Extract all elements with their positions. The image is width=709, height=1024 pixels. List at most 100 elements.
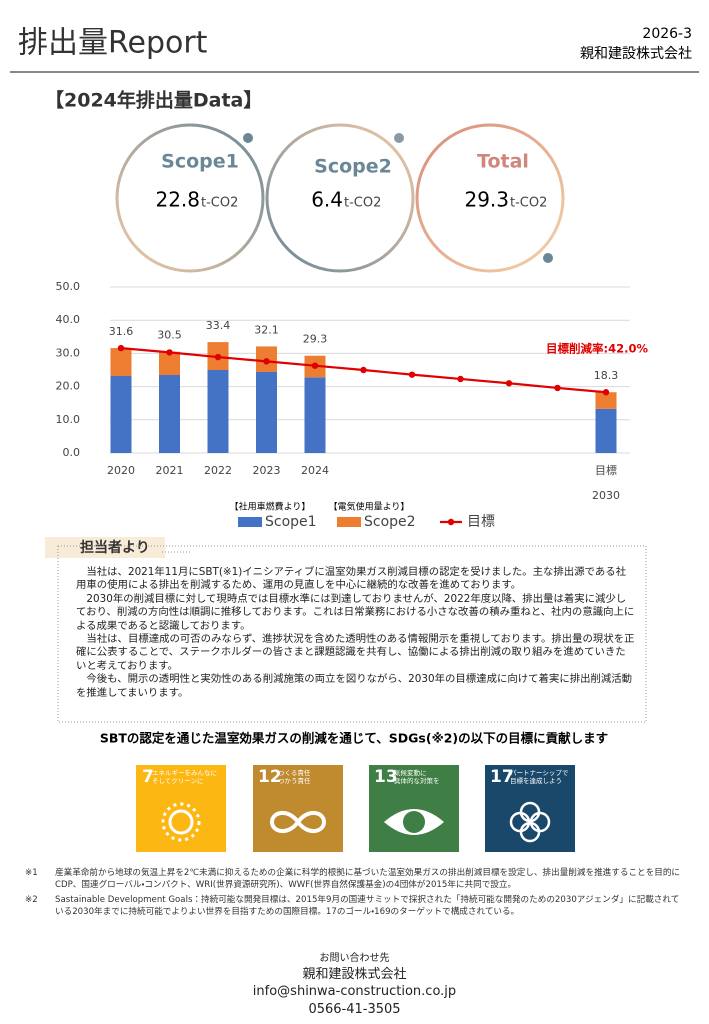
summary-name: Scope1: [161, 151, 239, 173]
sdg-tile: [253, 765, 343, 852]
sdg-icon: [509, 801, 551, 843]
y-tick-label: 40.0: [56, 313, 81, 326]
bar: [110, 348, 132, 376]
sdg-label: エネルギーをみんなに そしてクリーンに: [152, 769, 217, 785]
report-date: 2026-3: [642, 26, 692, 42]
sdg-icon: [269, 811, 327, 833]
sdg-tiles: 7 12 13 17: [136, 765, 575, 852]
sdg-number: 12: [258, 767, 282, 787]
x-tick-label: 2030: [592, 489, 620, 502]
x-tick-label: 2024: [301, 464, 329, 477]
contact: お問い合わせ先 親和建設株式会社 info@shinwa-constructio…: [0, 952, 709, 1019]
chart: 0.0 10.0 20.0 30.0 40.0 50.0 2020 2021 2022 2023 2…: [56, 280, 649, 530]
contact-phone: 0566-41-3505: [308, 1002, 401, 1017]
circle-ring: [415, 123, 565, 273]
contact-company: 親和建設株式会社: [302, 967, 407, 982]
target-point: [505, 380, 513, 387]
circle-ring: [265, 123, 415, 273]
comment-paragraph: 今後も、開示の透明性と実効性のある削減施策の両立を図りながら、2030年の目標達…: [76, 673, 633, 699]
bar: [159, 351, 180, 375]
sdg-tile: [485, 765, 575, 852]
sdgs-heading: SBTの認定を通じた温室効果ガスの削減を通じて、SDGs(※2)の以下の目標に貢…: [100, 731, 608, 746]
section-title: 【2024年排出量Data】: [45, 89, 262, 112]
y-tick-label: 10.0: [56, 413, 81, 426]
comment-body: 当社は、2021年11月にSBT(※1)イニシアティブに温室効果ガス削減目標の認…: [76, 566, 636, 700]
target-point: [457, 375, 464, 383]
sdg-label: 気候変動に 具体的な対策を: [394, 769, 440, 785]
legend-note: 【社用車燃費より】: [230, 501, 311, 513]
summary-unit: t-CO2: [510, 196, 547, 211]
report-company: 親和建設株式会社: [580, 46, 692, 62]
report-title: 排出量Report: [18, 26, 208, 61]
footnote-text: Sastainable Development Goals：持続可能な開発目標は…: [55, 895, 680, 917]
target-point: [117, 344, 125, 352]
legend-label: 目標: [467, 514, 495, 530]
target-point: [214, 353, 222, 361]
y-tick-label: 20.0: [56, 380, 81, 393]
bar: [159, 374, 180, 453]
comment-box: [57, 545, 647, 723]
sdg-tile: [369, 765, 459, 852]
summary-unit: t-CO2: [344, 196, 381, 211]
footnote: ※2 Sastainable Development Goals：持続可能な開発目…: [25, 895, 685, 918]
summary-value: 29.3: [464, 188, 509, 212]
total-label: 33.4: [206, 319, 231, 332]
circle-ring: [115, 123, 265, 273]
legend-label: Scope1: [265, 514, 317, 530]
bar: [256, 371, 277, 453]
contact-email[interactable]: info@shinwa-construction.co.jp: [252, 984, 457, 999]
footnote: ※1 産業革命前から地球の気温上昇を2℃未満に抑えるための企業に科学的根拠に基づい…: [25, 868, 685, 891]
circle-dot: [543, 253, 553, 263]
target-point: [263, 358, 270, 365]
legend-note: 【電気使用量より】: [329, 501, 410, 513]
target-point: [166, 349, 173, 356]
total-label: 30.5: [157, 329, 182, 342]
legend-swatch: [337, 517, 361, 527]
summary-circles: Scope1 Scope2 Total 22.8 t-CO2 6.4 t-CO2…: [115, 123, 565, 273]
bar: [207, 370, 229, 453]
annotation: 目標削減率:42.0%: [546, 342, 648, 356]
comment-paragraph: 当社は、2021年11月にSBT(※1)イニシアティブに温室効果ガス削減目標の認…: [76, 566, 627, 592]
circle-dot: [394, 133, 404, 143]
target-point: [602, 389, 610, 396]
summary-name: Scope2: [314, 156, 392, 178]
footnote-mark: ※1: [25, 868, 38, 878]
sdg-label: パートナーシップで 目標を達成しよう: [510, 769, 569, 785]
footnotes: ※1 産業革命前から地球の気温上昇を2℃未満に抑えるための企業に科学的根拠に基づい…: [25, 868, 685, 918]
comment-title: 担当者より: [80, 539, 150, 556]
sdg-number: 7: [142, 767, 154, 787]
x-tick-label: 2020: [107, 464, 135, 477]
y-tick-label: 0.0: [63, 446, 81, 459]
footnote-mark: ※2: [25, 895, 38, 905]
x-tick-label: 2021: [156, 464, 184, 477]
total-label: 31.6: [109, 325, 134, 338]
contact-label: お問い合わせ先: [319, 953, 390, 964]
summary-name: Total: [477, 151, 529, 173]
target-point: [311, 362, 319, 369]
x-tick-label: 2022: [204, 464, 232, 477]
sdg-number: 17: [490, 767, 514, 787]
target-point: [554, 384, 561, 392]
sdg-number: 13: [374, 767, 398, 787]
sdg-icon: [403, 811, 425, 833]
sdg-icon: [168, 809, 194, 835]
summary-value: 22.8: [155, 188, 200, 212]
sdg-tile: [136, 765, 226, 852]
summary-value: 6.4: [311, 188, 343, 212]
y-tick-label: 50.0: [56, 280, 81, 293]
bar: [304, 377, 326, 453]
footnote-text: 産業革命前から地球の気温上昇を2℃未満に抑えるための企業に科学的根拠に基づいた温…: [55, 868, 681, 890]
comment-title-bg: [45, 537, 165, 558]
x-tick-label: 2023: [253, 464, 281, 477]
total-label: 18.3: [594, 369, 619, 382]
legend-swatch: [238, 517, 262, 527]
comment-paragraph: 当社は、目標達成の可否のみならず、進捗状況を含めた透明性のある情報開示を重視して…: [76, 633, 635, 672]
legend-label: Scope2: [364, 514, 416, 530]
summary-unit: t-CO2: [201, 196, 238, 211]
comment-paragraph: 2030年の削減目標に対して現時点では目標水準には到達しておりませんが、2022…: [76, 592, 635, 632]
y-tick-label: 30.0: [56, 346, 81, 359]
x-tick-label: 目標: [595, 463, 617, 477]
total-label: 29.3: [303, 333, 328, 346]
